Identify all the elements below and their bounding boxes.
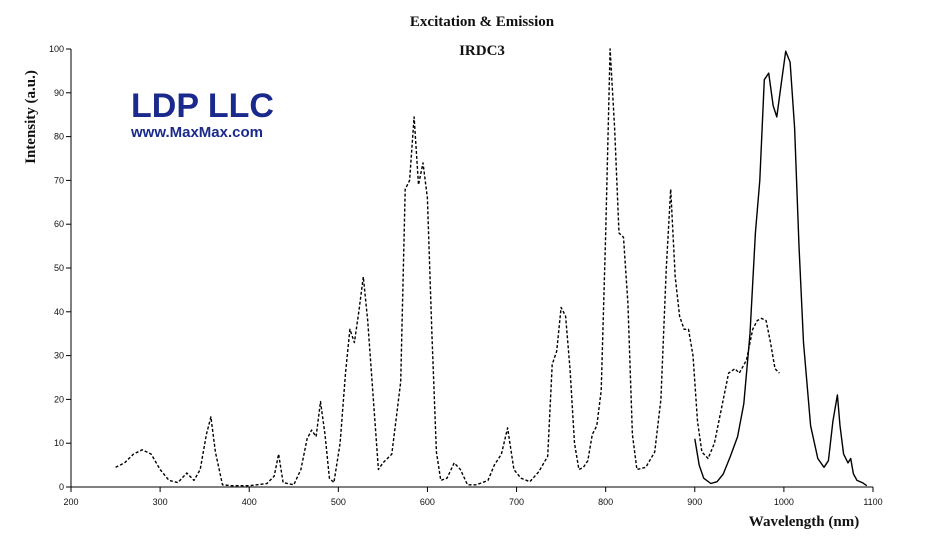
y-tick-label: 30 [54,351,64,361]
emission-series-line [694,50,868,487]
y-tick-label: 40 [54,307,64,317]
y-tick-label: 80 [54,132,64,142]
y-tick-label: 100 [49,44,64,54]
x-axis: 200 300 400 500 600 700 800 900 1000 1100 [63,486,883,507]
logo-url: www.MaxMax.com [130,124,263,141]
x-tick-label: 600 [420,497,435,507]
x-tick-label: 200 [63,497,78,507]
chart-subtitle: IRDC3 [459,43,505,59]
y-tick-label: 70 [54,175,64,185]
x-axis-label: Wavelength (nm) [749,514,859,530]
logo: LDP LLC www.MaxMax.com [130,87,274,141]
x-tick-label: 800 [598,497,613,507]
x-tick-label: 1000 [774,497,794,507]
y-tick-label: 60 [54,219,64,229]
chart-title: Excitation & Emission [410,14,555,30]
logo-name: LDP LLC [131,87,274,125]
x-tick-label: 1100 [863,497,882,507]
y-axis-label: Intensity (a.u.) [23,70,39,164]
x-tick-label: 700 [509,497,524,507]
x-tick-label: 900 [687,497,702,507]
x-tick-label: 300 [153,497,168,507]
plot-series [115,48,868,487]
y-tick-label: 50 [54,263,64,273]
excitation-series-line [115,48,780,487]
x-tick-label: 400 [242,497,257,507]
y-tick-label: 10 [54,438,64,448]
y-tick-label: 90 [54,88,64,98]
y-tick-label: 20 [54,394,64,404]
y-tick-label: 0 [59,482,64,492]
x-tick-label: 500 [331,497,346,507]
y-axis: 0 10 20 30 40 50 60 70 80 90 100 [49,44,72,492]
